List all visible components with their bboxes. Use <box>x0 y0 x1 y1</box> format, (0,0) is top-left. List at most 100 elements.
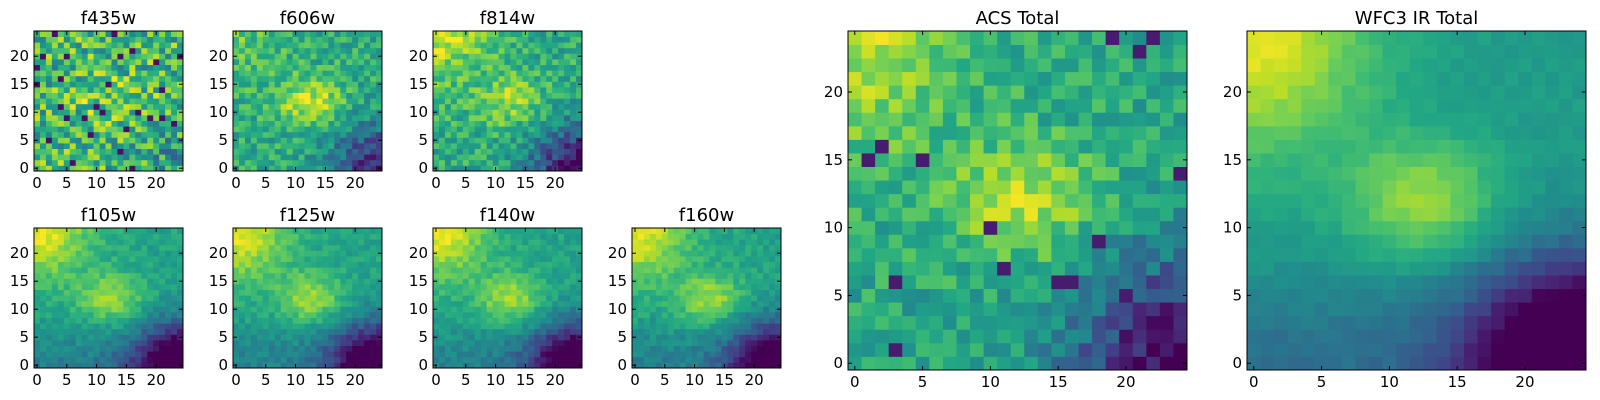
heatmap-cell <box>233 154 240 161</box>
heatmap-cell <box>1078 288 1093 303</box>
heatmap-cell <box>340 81 347 88</box>
heatmap-cell <box>997 247 1012 262</box>
heatmap-cell <box>159 64 166 71</box>
heatmap-cell <box>364 143 371 149</box>
heatmap-cell <box>433 103 440 110</box>
heatmap-cell <box>244 323 252 330</box>
heatmap-cell <box>274 92 282 99</box>
heatmap-cell <box>745 250 752 257</box>
heatmap-cell <box>39 228 47 234</box>
heatmap-cell <box>304 115 311 121</box>
heatmap-cell <box>274 115 282 121</box>
heatmap-cell <box>346 59 353 65</box>
heatmap-cell <box>141 323 148 330</box>
heatmap-cell <box>39 131 47 138</box>
heatmap-cell <box>352 300 359 307</box>
heatmap-cell <box>679 351 687 358</box>
heatmap-cell <box>352 109 359 116</box>
heatmap-cell <box>105 59 112 65</box>
heatmap-cell <box>69 148 77 155</box>
heatmap-cell <box>528 351 535 358</box>
heatmap-cell <box>576 159 583 166</box>
heatmap-cell <box>69 92 77 99</box>
heatmap-cell <box>39 334 47 341</box>
heatmap-cell <box>444 317 452 324</box>
heatmap-cell <box>286 87 293 93</box>
heatmap-cell <box>370 334 377 341</box>
heatmap-cell <box>661 233 669 240</box>
heatmap-cell <box>244 233 252 240</box>
heatmap-cell <box>280 31 288 37</box>
heatmap-cell <box>171 109 178 116</box>
heatmap-cell <box>256 70 264 77</box>
heatmap-cell <box>57 356 65 363</box>
heatmap-cell <box>528 87 535 93</box>
heatmap-cell <box>775 295 782 302</box>
heatmap-cell <box>456 154 464 161</box>
heatmap-cell <box>177 284 184 290</box>
heatmap-cell <box>304 87 311 93</box>
heatmap-cell <box>177 148 184 155</box>
heatmap-cell <box>450 328 458 335</box>
heatmap-cell <box>540 126 547 133</box>
heatmap-cell <box>57 345 65 352</box>
heatmap-cell <box>244 98 252 105</box>
heatmap-cell <box>1024 275 1039 290</box>
heatmap-cell <box>117 328 124 335</box>
heatmap-cell <box>691 250 698 257</box>
heatmap-cell <box>715 334 722 341</box>
heatmap-cell <box>492 115 499 121</box>
heatmap-cell <box>250 261 258 268</box>
x-tick-label: 10 <box>486 174 505 192</box>
heatmap-cell <box>558 295 565 302</box>
heatmap-cell <box>564 36 571 43</box>
heatmap-cell <box>93 120 100 127</box>
heatmap-cell <box>244 300 252 307</box>
heatmap-cell <box>721 250 728 257</box>
heatmap-cell <box>57 295 65 302</box>
heatmap-cell <box>534 306 541 313</box>
heatmap-cell <box>75 261 83 268</box>
heatmap-cell <box>233 323 240 330</box>
heatmap-cell <box>522 131 529 138</box>
heatmap-cell <box>462 137 470 144</box>
heatmap-cell <box>848 356 862 371</box>
heatmap-cell <box>697 239 704 246</box>
heatmap-cell <box>364 334 371 341</box>
heatmap-cell <box>474 351 482 358</box>
heatmap-cell <box>1119 329 1134 344</box>
heatmap-cell <box>769 306 776 313</box>
heatmap-cell <box>304 244 311 251</box>
heatmap-cell <box>334 75 341 82</box>
heatmap-cell <box>81 42 89 49</box>
heatmap-cell <box>492 59 499 65</box>
heatmap-cell <box>99 36 106 43</box>
heatmap-cell <box>1064 234 1079 249</box>
heatmap-cell <box>751 289 758 296</box>
heatmap-cell <box>69 267 77 274</box>
heatmap-cell <box>274 31 282 37</box>
heatmap-cell <box>123 261 130 268</box>
heatmap-cell <box>456 64 464 71</box>
heatmap-cell <box>745 278 752 285</box>
heatmap-cell <box>376 267 383 274</box>
heatmap-cell <box>57 75 65 82</box>
x-tick-label: 10 <box>486 371 505 389</box>
heatmap-cell <box>510 323 517 330</box>
heatmap-cell <box>262 131 270 138</box>
heatmap-cell <box>256 317 264 324</box>
heatmap-cell <box>570 256 577 262</box>
heatmap-cell <box>334 272 341 279</box>
heatmap-cell <box>929 234 944 249</box>
heatmap-cell <box>147 306 154 313</box>
heatmap-cell <box>340 250 347 257</box>
heatmap-cell <box>552 53 559 60</box>
heatmap-cell <box>576 356 583 363</box>
heatmap-cell <box>1051 275 1066 290</box>
heatmap-cell <box>111 356 118 363</box>
heatmap-cell <box>522 98 529 105</box>
heatmap-f606w <box>233 31 383 172</box>
heatmap-cell <box>775 340 782 346</box>
heatmap-cell <box>444 312 452 318</box>
heatmap-cell <box>480 103 488 110</box>
